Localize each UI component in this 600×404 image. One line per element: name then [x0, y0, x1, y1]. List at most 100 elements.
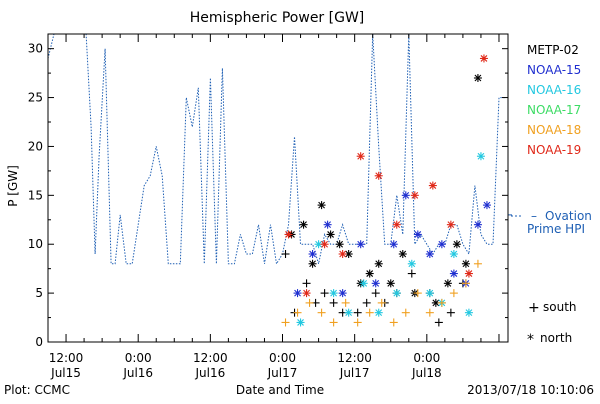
- marker-stroke: [309, 250, 316, 258]
- marker-stroke: [303, 289, 310, 297]
- data-point: [437, 298, 446, 307]
- marker-stroke: [438, 240, 446, 248]
- marker-stroke: [345, 250, 353, 258]
- y-tick-label: 30: [28, 42, 43, 56]
- marker-stroke: [453, 240, 461, 248]
- data-point: [302, 289, 311, 298]
- data-point: [329, 318, 338, 327]
- data-point: [371, 289, 380, 298]
- data-point: [464, 308, 473, 317]
- legend-entry: NOAA-17: [527, 103, 581, 117]
- marker-stroke: [375, 309, 383, 317]
- x-tick-label-time: 0:00: [413, 351, 440, 365]
- footer-left: Plot: CCMC: [4, 383, 70, 397]
- marker-stroke: [432, 299, 440, 307]
- x-tick-label-date: Jul16: [122, 366, 153, 380]
- footer-right: 2013/07/18 10:10:06: [467, 383, 594, 397]
- marker-stroke: [483, 201, 491, 209]
- marker-stroke: [327, 231, 335, 238]
- data-point: [461, 279, 470, 288]
- marker-stroke: [336, 240, 344, 248]
- marker-stroke: [390, 240, 398, 248]
- data-point: [482, 201, 491, 210]
- legend-entry: NOAA-18: [527, 123, 581, 137]
- data-point: [407, 259, 416, 268]
- plot-frame: [47, 33, 509, 343]
- data-point: [425, 308, 434, 317]
- marker-stroke: [339, 250, 347, 258]
- data-point: [398, 250, 407, 258]
- plot-layer: [47, 33, 512, 327]
- marker-stroke: [414, 231, 422, 238]
- data-point: [407, 269, 416, 278]
- data-point: [281, 318, 290, 327]
- data-point: [341, 298, 350, 307]
- data-point: [323, 220, 332, 229]
- marker-stroke: [357, 240, 365, 248]
- marker-stroke: [474, 221, 482, 229]
- y-tick-label: 20: [28, 139, 43, 153]
- data-point: [293, 289, 302, 298]
- marker-stroke: [330, 289, 338, 297]
- data-point: [464, 269, 473, 278]
- x-tick-label-date: Jul17: [339, 366, 370, 380]
- axis-layer: 05101520253012:00Jul150:00Jul1612:00Jul1…: [28, 33, 509, 380]
- x-tick-label-time: 12:00: [337, 351, 372, 365]
- data-point: [377, 298, 386, 307]
- data-point: [479, 54, 488, 63]
- marker-stroke: [426, 289, 434, 297]
- x-tick-label-date: Jul17: [267, 366, 298, 380]
- chart-title: Hemispheric Power [GW]: [190, 10, 365, 26]
- data-point: [326, 230, 335, 239]
- data-point: [338, 289, 347, 298]
- ovation-legend: – Ovation Prime HPI: [511, 209, 592, 236]
- data-point: [476, 152, 485, 161]
- legend-entry: NOAA-15: [527, 63, 581, 77]
- marker-stroke: [366, 270, 374, 277]
- data-point: [473, 220, 482, 229]
- x-axis-label: Date and Time: [236, 383, 324, 397]
- symbol-legend-south-label: south: [543, 300, 577, 314]
- data-point: [356, 152, 365, 161]
- marker-stroke: [321, 240, 328, 248]
- symbol-legend-plus-glyph: +: [528, 300, 540, 316]
- data-point: [389, 240, 398, 249]
- data-point: [305, 298, 314, 307]
- x-tick-label-time: 12:00: [193, 351, 228, 365]
- data-point: [449, 250, 458, 258]
- legend-entry: NOAA-19: [527, 143, 581, 157]
- data-point: [374, 308, 383, 317]
- marker-stroke: [450, 250, 458, 258]
- data-point: [356, 240, 365, 249]
- data-point: [284, 230, 293, 239]
- y-tick-label: 25: [28, 91, 43, 105]
- marker-stroke: [309, 260, 316, 268]
- marker-stroke: [297, 319, 304, 326]
- data-point: [293, 308, 302, 317]
- marker-stroke: [447, 221, 455, 229]
- y-tick-label: 15: [28, 188, 43, 202]
- data-point: [425, 250, 434, 258]
- data-point: [329, 298, 338, 307]
- data-point: [317, 201, 326, 210]
- ovation-legend-line2: Prime HPI: [527, 222, 585, 236]
- y-axis-label: P [GW]: [6, 165, 20, 207]
- marker-stroke: [345, 309, 353, 317]
- marker-stroke: [465, 270, 473, 277]
- data-point: [392, 220, 401, 229]
- data-point: [308, 259, 317, 268]
- x-tick-label-date: Jul15: [50, 366, 81, 380]
- data-point: [365, 308, 374, 317]
- data-point: [389, 318, 398, 327]
- marker-stroke: [372, 279, 380, 287]
- symbol-legend-star-glyph: *: [527, 332, 534, 348]
- data-point: [437, 240, 446, 249]
- marker-stroke: [318, 201, 325, 209]
- data-point: [428, 181, 437, 190]
- data-point: [338, 250, 347, 258]
- marker-stroke: [480, 55, 488, 62]
- data-point: [374, 259, 383, 268]
- marker-stroke: [411, 191, 419, 199]
- marker-stroke: [477, 152, 485, 160]
